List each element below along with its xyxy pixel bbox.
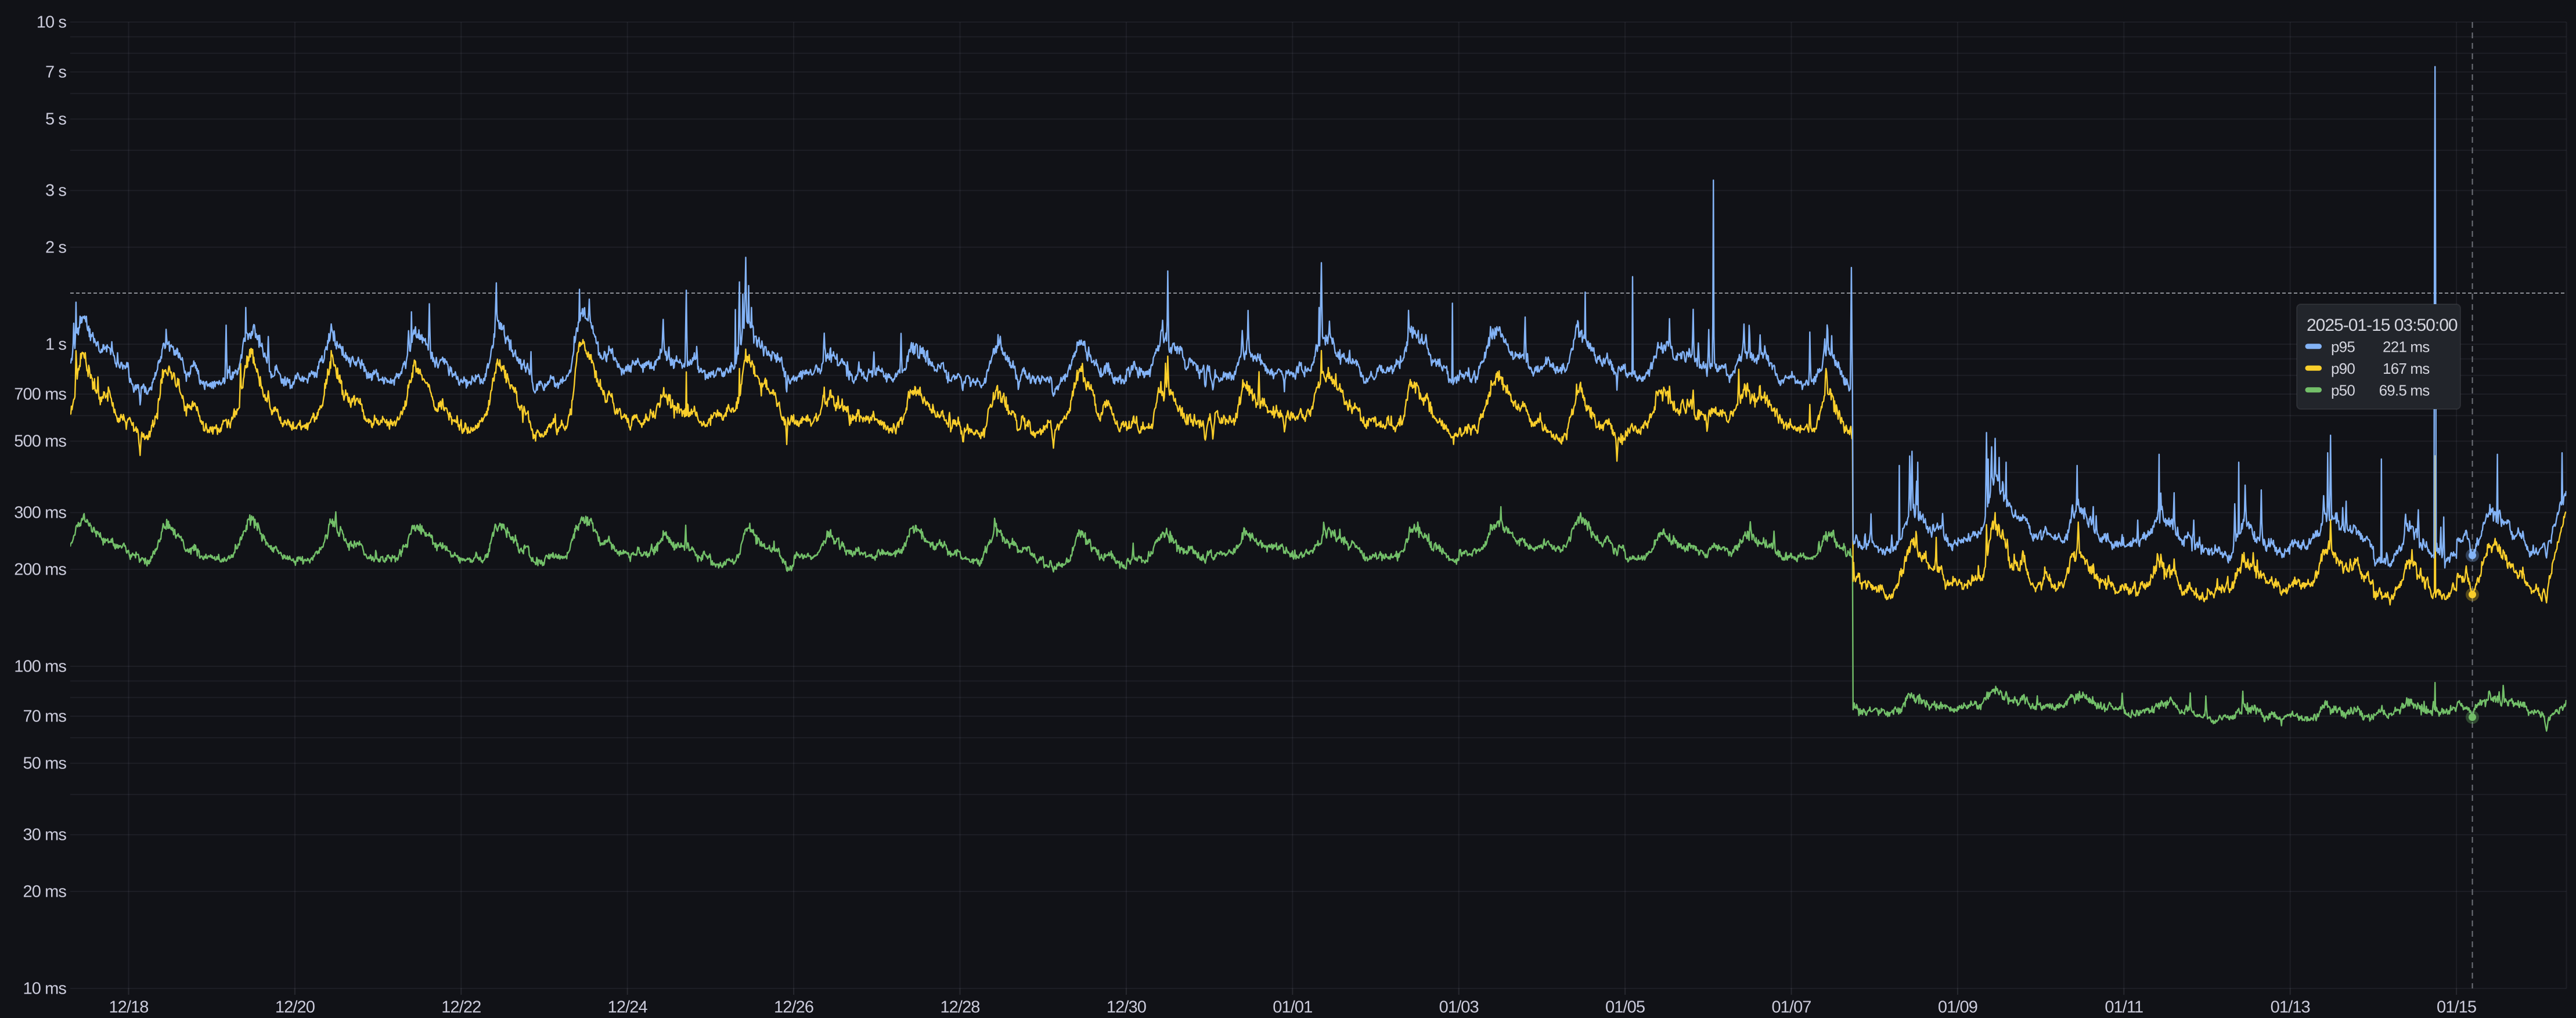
svg-text:167 ms: 167 ms [2383,360,2430,377]
svg-text:12/28: 12/28 [940,998,979,1017]
svg-text:p90: p90 [2331,360,2355,377]
svg-text:3 s: 3 s [45,182,66,200]
svg-text:01/13: 01/13 [2271,998,2310,1017]
svg-text:01/15: 01/15 [2437,998,2476,1017]
svg-text:5 s: 5 s [45,110,66,129]
svg-text:01/09: 01/09 [1938,998,1977,1017]
svg-text:10 ms: 10 ms [23,980,67,998]
svg-text:700 ms: 700 ms [14,385,66,404]
svg-text:500 ms: 500 ms [14,432,66,451]
svg-text:2 s: 2 s [45,238,66,257]
svg-text:2025-01-15 03:50:00: 2025-01-15 03:50:00 [2307,316,2458,335]
svg-text:01/11: 01/11 [2105,998,2143,1017]
svg-text:20 ms: 20 ms [23,882,67,901]
svg-text:100 ms: 100 ms [14,658,66,676]
svg-text:69.5 ms: 69.5 ms [2379,382,2430,399]
svg-text:30 ms: 30 ms [23,826,67,844]
svg-text:12/30: 12/30 [1107,998,1146,1017]
svg-text:12/20: 12/20 [275,998,315,1017]
svg-text:70 ms: 70 ms [23,707,67,726]
svg-text:12/22: 12/22 [441,998,481,1017]
svg-text:p95: p95 [2331,338,2355,356]
svg-text:221 ms: 221 ms [2383,338,2430,356]
svg-text:200 ms: 200 ms [14,560,66,579]
svg-text:12/24: 12/24 [608,998,648,1017]
svg-text:1 s: 1 s [45,335,66,354]
svg-text:12/26: 12/26 [774,998,813,1017]
svg-text:01/05: 01/05 [1605,998,1645,1017]
svg-text:7 s: 7 s [45,63,66,82]
svg-text:12/18: 12/18 [109,998,148,1017]
svg-text:01/03: 01/03 [1439,998,1479,1017]
svg-text:300 ms: 300 ms [14,504,66,522]
svg-text:01/07: 01/07 [1771,998,1811,1017]
svg-text:10 s: 10 s [37,13,67,32]
svg-text:50 ms: 50 ms [23,755,67,773]
svg-text:01/01: 01/01 [1273,998,1312,1017]
svg-text:p50: p50 [2331,382,2355,399]
